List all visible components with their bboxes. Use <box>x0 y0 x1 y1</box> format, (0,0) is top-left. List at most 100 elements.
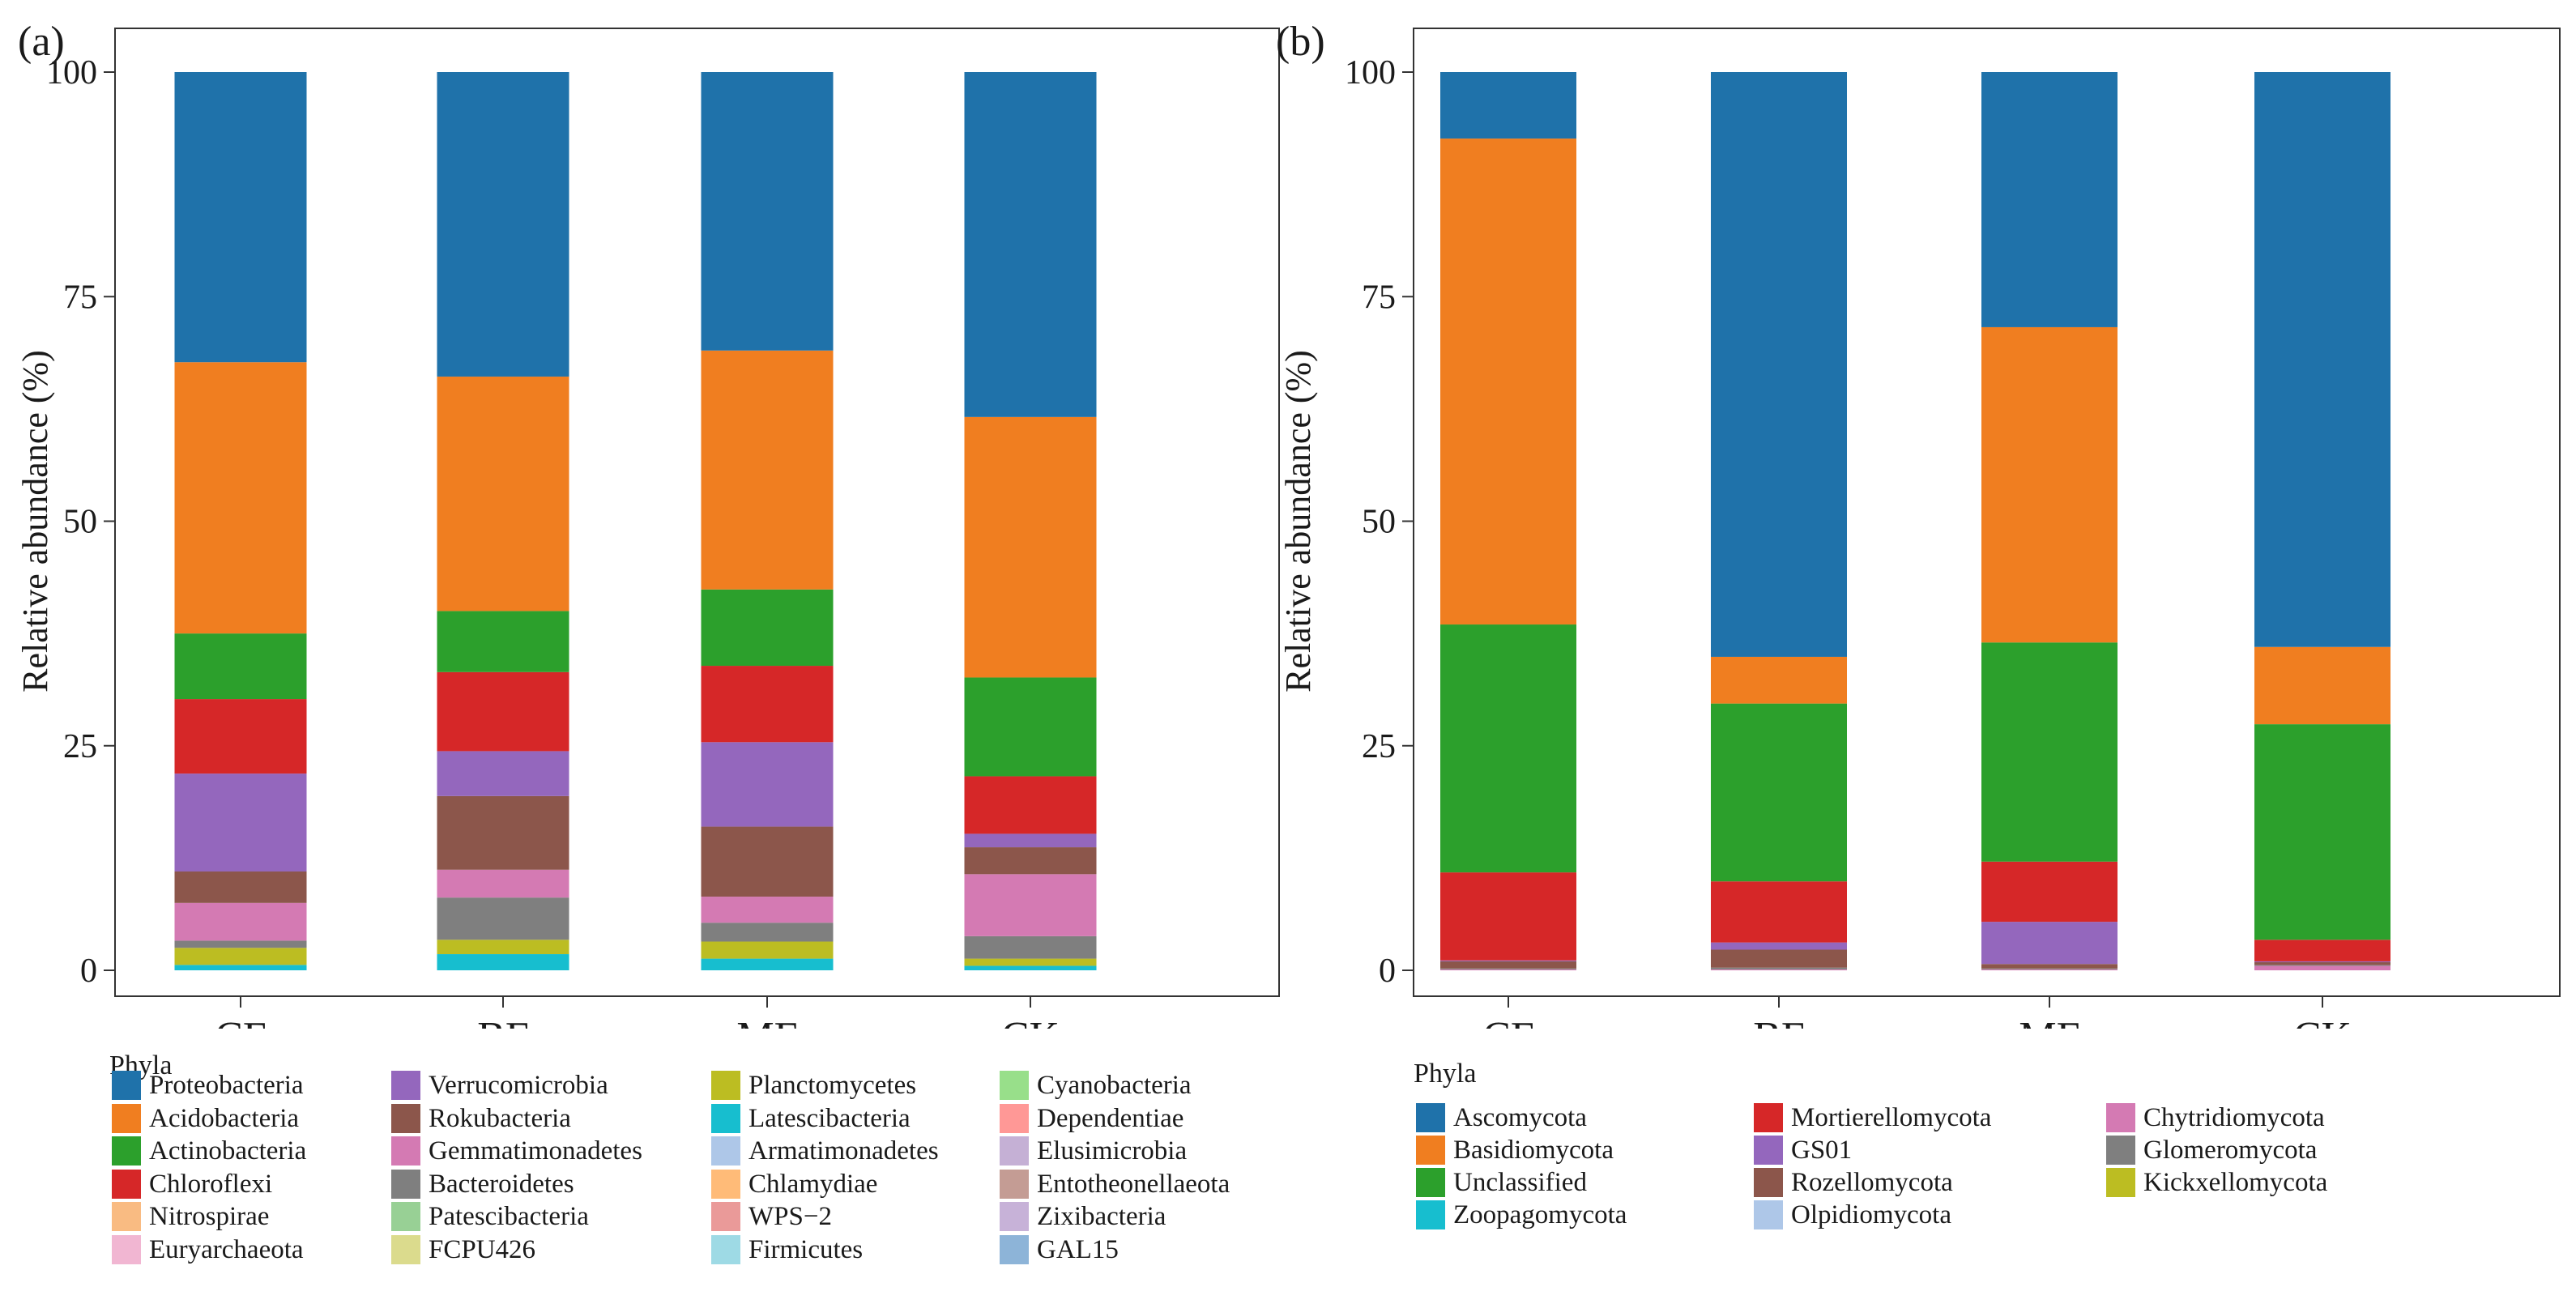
panel-b: (b) 0 25 50 75 100 Relative abundance (%) CF BF… <box>1276 0 2564 1304</box>
bar-segment <box>437 751 569 796</box>
bar-segment <box>1981 969 2118 970</box>
bar-segment <box>1981 326 2118 643</box>
bar-segment <box>2254 965 2390 970</box>
legend-item: Zixibacteria <box>1000 1200 1166 1233</box>
x-tick-label: BF <box>477 1014 529 1029</box>
legend-swatch <box>711 1071 740 1100</box>
legend-item: Proteobacteria <box>112 1069 304 1102</box>
y-tick-label: 100 <box>1345 54 1396 92</box>
legend-swatch <box>1754 1168 1783 1197</box>
bar-segment <box>174 902 307 941</box>
y-tick-label: 50 <box>63 504 97 541</box>
legend-swatch <box>1416 1168 1445 1197</box>
bar-segment <box>964 847 1097 875</box>
legend-item: Olpidiomycota <box>1754 1199 1951 1231</box>
bar-segment <box>701 742 834 827</box>
x-tick-label: CF <box>1482 1014 1534 1029</box>
y-tick-label: 25 <box>1362 728 1396 765</box>
legend-swatch <box>1000 1202 1029 1231</box>
bar-segment <box>174 362 307 634</box>
panel-label: (a) <box>18 19 65 65</box>
bar-segment <box>174 699 307 774</box>
legend-item: Entotheonellaeota <box>1000 1168 1230 1200</box>
bar-segment <box>701 897 834 923</box>
legend-swatch <box>1416 1136 1445 1165</box>
legend-item: Kickxellomycota <box>2106 1166 2327 1199</box>
legend-item: WPS−2 <box>711 1200 832 1233</box>
bar-segment <box>174 965 307 970</box>
legend-swatch <box>2106 1103 2135 1132</box>
bar-segment <box>1711 942 1847 950</box>
legend-swatch <box>391 1071 420 1100</box>
legend-item: Glomeromycota <box>2106 1134 2317 1166</box>
bar-segment <box>174 72 307 363</box>
legend-label: Elusimicrobia <box>1037 1136 1188 1166</box>
legend-swatch <box>2106 1136 2135 1165</box>
x-tick-label: MF <box>2019 1014 2079 1029</box>
legend-item: Ascomycota <box>1416 1102 1587 1134</box>
legend-item: Basidiomycota <box>1416 1134 1614 1166</box>
x-tick-label: CK <box>1001 1014 1060 1029</box>
bar-segment <box>964 935 1097 959</box>
legend-label: Verrucomicrobia <box>429 1071 608 1100</box>
legend-swatch <box>391 1136 420 1166</box>
legend-label: Proteobacteria <box>149 1071 304 1100</box>
bar-segment <box>701 826 834 897</box>
legend-label: Actinobacteria <box>149 1136 307 1166</box>
bar-segment <box>437 72 569 377</box>
legend-label: Zoopagomycota <box>1453 1200 1627 1229</box>
legend-item: GS01 <box>1754 1134 1852 1166</box>
legend-item: Armatimonadetes <box>711 1135 939 1167</box>
legend-label: Dependentiae <box>1037 1103 1184 1133</box>
legend-item: Latescibacteria <box>711 1102 911 1135</box>
bar-segment <box>701 958 834 970</box>
y-tick-label: 75 <box>1362 279 1396 316</box>
legend-label: Firmicutes <box>748 1234 864 1264</box>
legend-label: Entotheonellaeota <box>1037 1169 1230 1199</box>
legend-swatch <box>711 1169 740 1199</box>
bar-segment <box>1440 72 1576 139</box>
plot-frame <box>1413 28 2561 997</box>
legend-item: Euryarchaeota <box>112 1234 304 1266</box>
legend-label: Unclassified <box>1453 1168 1587 1197</box>
legend-label: FCPU426 <box>429 1234 536 1264</box>
legend-swatch <box>1754 1200 1783 1229</box>
legend-label: Chytridiomycota <box>2143 1103 2325 1132</box>
chart-b: 0 25 50 75 100 Relative abundance (%) CF BF MF CK <box>1278 28 2561 1029</box>
bar-segment <box>964 72 1097 417</box>
chart-a: 0 25 50 75 100 Relative abundance (%) CF BF MF CK <box>15 28 1280 1029</box>
legend-swatch <box>391 1234 420 1264</box>
legend-swatch <box>711 1234 740 1264</box>
legend-swatch <box>112 1202 141 1231</box>
legend-label: Mortierellomycota <box>1791 1103 1992 1132</box>
x-tick-label: BF <box>1753 1014 1805 1029</box>
legend-swatch <box>1000 1071 1029 1100</box>
bar-segment <box>1981 642 2118 862</box>
bar-segment <box>964 958 1097 966</box>
legend-swatch <box>1000 1136 1029 1166</box>
legend-swatch <box>711 1136 740 1166</box>
legend-swatch <box>1000 1103 1029 1133</box>
legend-label: GS01 <box>1791 1136 1853 1165</box>
legend-swatch <box>112 1071 141 1100</box>
legend-item: Firmicutes <box>711 1234 863 1266</box>
bar-segment <box>1711 656 1847 704</box>
bar-segment <box>174 940 307 948</box>
legend-label: Nitrospirae <box>149 1202 270 1231</box>
bar-segment <box>437 940 569 955</box>
legend-swatch <box>112 1169 141 1199</box>
legend-item: Chytridiomycota <box>2106 1102 2325 1134</box>
legend-item: GAL15 <box>1000 1234 1119 1266</box>
bar-segment <box>2254 72 2390 647</box>
x-tick-label: CK <box>2293 1014 2352 1029</box>
legend-label: WPS−2 <box>748 1202 832 1231</box>
legend-label: Zixibacteria <box>1037 1202 1166 1231</box>
legend-swatch <box>391 1169 420 1199</box>
legend-item: Elusimicrobia <box>1000 1135 1187 1167</box>
legend-item: Rozellomycota <box>1754 1166 1953 1199</box>
bar-segment <box>964 776 1097 834</box>
legend-swatch <box>1754 1103 1783 1132</box>
bar-segment <box>964 416 1097 678</box>
y-tick-label: 0 <box>1379 952 1396 990</box>
bar-segment <box>1711 881 1847 943</box>
